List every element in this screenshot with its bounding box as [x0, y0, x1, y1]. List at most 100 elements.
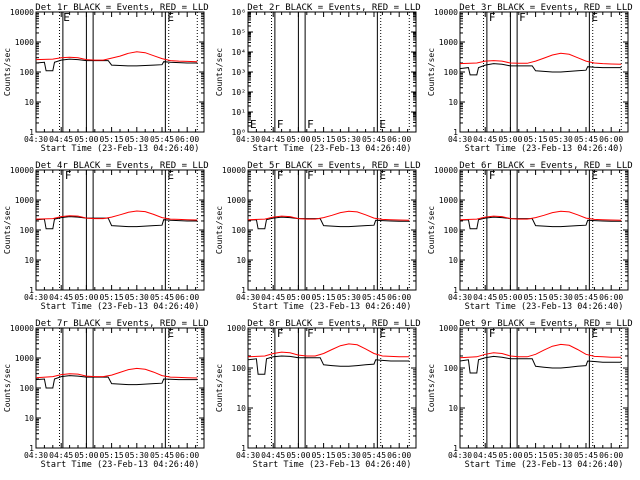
x-tick-label: 05:00 [498, 293, 522, 302]
y-axis-label: Counts/sec [215, 364, 224, 412]
y-tick-label: 10⁴ [232, 48, 246, 57]
plot-frame [247, 11, 417, 133]
event-marker: E [379, 118, 386, 131]
event-marker: F [489, 169, 496, 182]
x-axis-label: Start Time (23-Feb-13 04:26:40) [465, 144, 624, 154]
chart-title: Det 5r BLACK = Events, RED = LLD [247, 161, 420, 171]
y-tick-label: 10000 [222, 166, 246, 175]
x-axis-label: Start Time (23-Feb-13 04:26:40) [253, 302, 412, 312]
y-tick-label: 100 [20, 226, 35, 235]
x-tick-label: 05:30 [125, 451, 149, 460]
events-series-line [247, 216, 410, 230]
y-tick-label: 1 [241, 286, 246, 295]
x-tick-label: 06:00 [387, 135, 411, 144]
y-tick-label: 10 [448, 404, 458, 413]
plot-frame [35, 169, 205, 291]
y-axis-label: Counts/sec [427, 48, 436, 96]
x-tick-label: 04:30 [448, 451, 472, 460]
panel-det-5: Det 5r BLACK = Events, RED = LLD 1 10 100 10… [215, 161, 421, 312]
y-tick-label: 1000 [439, 196, 458, 205]
lld-series-line [35, 51, 198, 63]
y-tick-label: 1000 [15, 196, 34, 205]
lld-series-line [247, 210, 410, 221]
lld-series-line [459, 210, 622, 221]
x-tick-label: 04:30 [24, 135, 48, 144]
x-tick-label: 05:30 [337, 451, 361, 460]
x-tick-label: 06:00 [175, 135, 199, 144]
x-tick-label: 04:45 [473, 135, 497, 144]
panel-det-7: Det 7r BLACK = Events, RED = LLD 1 10 100 10… [3, 319, 209, 470]
x-tick-label: 05:00 [74, 293, 98, 302]
lld-series-line [459, 52, 622, 65]
event-marker: F [277, 169, 284, 182]
y-tick-label: 1000 [227, 324, 246, 333]
x-tick-label: 06:00 [387, 451, 411, 460]
chart-title: Det 1r BLACK = Events, RED = LLD [35, 3, 208, 13]
events-series-line [459, 355, 622, 374]
event-marker: F [277, 118, 284, 131]
x-tick-label: 05:15 [100, 135, 124, 144]
x-tick-label: 05:45 [574, 135, 598, 144]
y-tick-label: 10¹ [232, 108, 246, 117]
plot-frame [459, 11, 629, 133]
x-axis-label: Start Time (23-Feb-13 04:26:40) [253, 144, 412, 154]
panel-det-8: Det 8r BLACK = Events, RED = LLD 1 10 100 10… [215, 319, 421, 470]
x-axis-label: Start Time (23-Feb-13 04:26:40) [465, 460, 624, 470]
events-series-line [35, 58, 198, 72]
x-tick-label: 05:00 [498, 135, 522, 144]
event-marker: F [307, 169, 314, 182]
x-tick-label: 06:00 [175, 293, 199, 302]
chart-title: Det 8r BLACK = Events, RED = LLD [247, 319, 420, 329]
x-tick-label: 06:00 [175, 451, 199, 460]
x-tick-label: 04:45 [261, 293, 285, 302]
event-marker: F [65, 169, 72, 182]
x-tick-label: 05:00 [286, 293, 310, 302]
y-tick-label: 100 [20, 384, 35, 393]
event-marker: F [519, 11, 526, 24]
y-tick-label: 1000 [439, 324, 458, 333]
panel-det-1: Det 1r BLACK = Events, RED = LLD 1 10 100 10… [3, 3, 209, 154]
x-tick-label: 05:00 [286, 451, 310, 460]
x-tick-label: 05:45 [574, 451, 598, 460]
events-series-line [247, 355, 410, 375]
x-tick-label: 04:30 [236, 135, 260, 144]
x-tick-label: 05:45 [150, 293, 174, 302]
events-series-line [35, 216, 198, 230]
y-tick-label: 10 [236, 256, 246, 265]
x-tick-label: 04:45 [49, 293, 73, 302]
y-tick-label: 10000 [10, 166, 34, 175]
x-tick-label: 05:15 [312, 135, 336, 144]
y-tick-label: 10000 [10, 324, 34, 333]
x-tick-label: 05:45 [362, 293, 386, 302]
events-series-line [459, 216, 622, 230]
x-tick-label: 04:45 [49, 135, 73, 144]
plot-frame [247, 327, 417, 449]
x-tick-label: 06:00 [387, 293, 411, 302]
event-marker: E [379, 169, 386, 182]
event-marker: E [63, 11, 70, 24]
y-tick-label: 1 [29, 128, 34, 137]
events-series-line [35, 375, 198, 389]
plot-frame [247, 169, 417, 291]
plot-frame [459, 169, 629, 291]
x-tick-label: 04:45 [261, 451, 285, 460]
y-tick-label: 100 [232, 364, 247, 373]
y-axis-label: Counts/sec [427, 364, 436, 412]
x-tick-label: 05:15 [100, 451, 124, 460]
x-tick-label: 05:30 [337, 293, 361, 302]
y-tick-label: 10 [448, 98, 458, 107]
y-tick-label: 1000 [15, 38, 34, 47]
y-tick-label: 100 [444, 68, 459, 77]
x-tick-label: 05:30 [337, 135, 361, 144]
y-tick-label: 10 [236, 404, 246, 413]
x-tick-label: 04:30 [448, 135, 472, 144]
chart-title: Det 6r BLACK = Events, RED = LLD [459, 161, 632, 171]
event-marker: E [591, 11, 598, 24]
x-tick-label: 04:30 [236, 293, 260, 302]
y-tick-label: 10 [24, 414, 34, 423]
y-tick-label: 100 [444, 226, 459, 235]
y-tick-label: 10³ [232, 68, 246, 77]
x-axis-label: Start Time (23-Feb-13 04:26:40) [41, 144, 200, 154]
y-tick-label: 1000 [15, 354, 34, 363]
lld-series-line [35, 210, 198, 221]
